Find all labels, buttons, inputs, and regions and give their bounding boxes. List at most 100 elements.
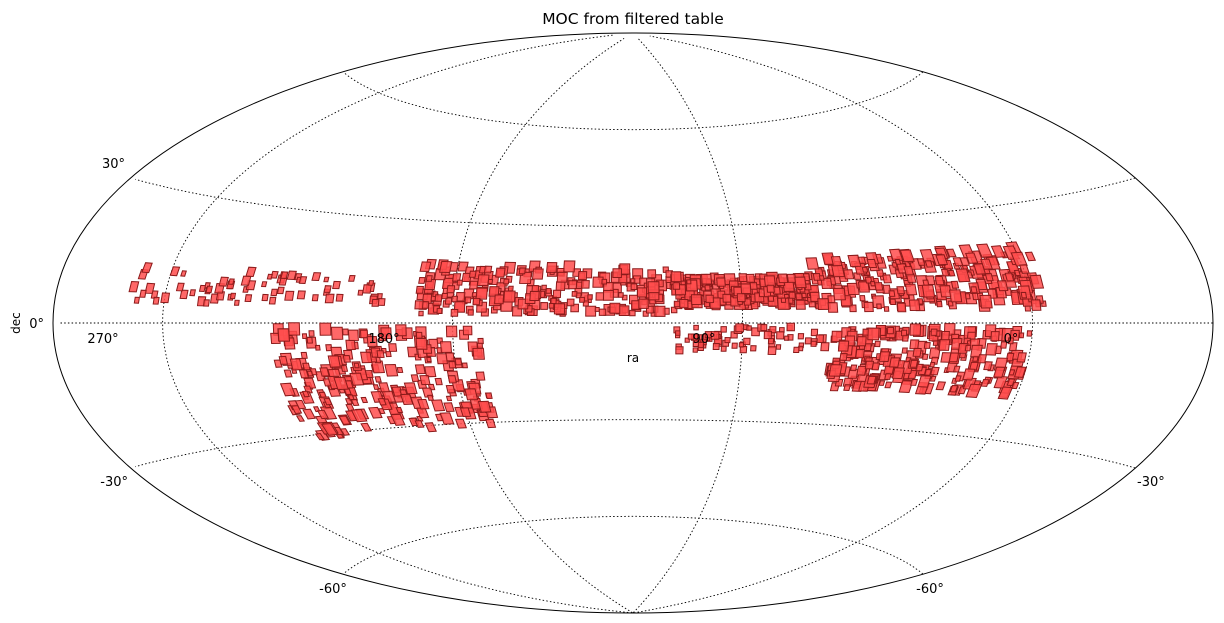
moc-cell [348,274,356,282]
moc-cell [767,295,775,302]
moc-cell [290,405,303,415]
moc-cell [767,338,775,345]
moc-cell [923,341,931,349]
moc-cell [980,378,990,387]
moc-cell [996,280,1009,292]
moc-cell [445,325,458,338]
moc-cell [400,393,414,406]
moc-cell [540,301,549,310]
graticule [59,34,1213,614]
moc-cell [342,328,349,336]
moc-cell [990,331,1000,342]
moc-cell [566,298,575,307]
moc-cell [548,303,555,309]
moc-cell [970,344,983,358]
moc-cell [374,376,382,383]
moc-cell [189,289,197,297]
moc-cell [441,292,449,300]
moc-cell [308,330,315,337]
moc-cell [954,375,962,382]
moc-cell [874,340,881,348]
moc-cell [767,346,777,356]
moc-cell [859,295,866,302]
moc-cell [418,276,426,284]
moc-cell [424,366,437,378]
moc-cell [424,422,437,433]
moc-cell [180,270,187,277]
moc-cell [330,326,344,340]
moc-cell [261,293,269,302]
moc-cell [883,306,890,312]
moc-cell [864,360,875,370]
moc-cell [939,285,952,298]
moc-cell [436,353,448,365]
x-tick-90: 90° [692,332,715,347]
moc-cell [451,295,459,303]
moc-cell [777,297,790,310]
moc-cell [476,342,484,349]
moc-cell [579,296,585,303]
moc-cell [950,280,960,289]
moc-cell [581,279,590,289]
moc-cell [815,334,825,344]
moc-cell [323,397,333,406]
moc-cell [353,362,360,369]
moc-cell [483,265,493,274]
meridian-line [633,35,1034,614]
moc-cell [940,352,952,363]
moc-cell [342,354,351,363]
moc-cell [332,280,341,290]
x-tick-270: 270° [87,332,118,347]
moc-cell [414,300,424,310]
moc-cell [320,422,339,436]
moc-cell [1004,272,1015,282]
moc-cell [388,343,398,352]
moc-cell [280,271,289,279]
moc-cell [202,299,210,307]
moc-cell [716,277,726,287]
moc-cell [414,419,425,428]
moc-cell [452,273,462,282]
moc-cell [1013,269,1021,277]
moc-cell [766,284,775,293]
moc-cell [780,297,787,303]
moc-cell [577,270,588,281]
moc-cell [946,248,957,258]
moc-cell [922,353,929,360]
moc-cell [368,406,383,419]
moc-cell [866,375,877,385]
moc-cell [884,381,893,389]
moc-cell [485,392,493,400]
moc-cell [964,344,972,352]
moc-cell [731,342,738,349]
moc-cell [415,338,428,350]
sky-boundary [52,32,1214,614]
y-tick-0: 0° [29,317,44,332]
moc-cell [325,344,333,352]
moc-cell [818,275,825,281]
moc-cell [940,268,950,277]
moc-cell [218,276,229,287]
moc-cell [467,309,474,316]
moc-cell [1000,341,1008,349]
moc-cell [366,335,378,348]
moc-cell [270,288,278,297]
moc-cell [952,365,961,373]
moc-cell [724,336,731,344]
moc-cell [485,418,497,429]
moc-cell [300,351,308,359]
moc-cell [793,346,800,353]
moc-cell [335,293,344,302]
moc-cell [820,342,830,352]
meridian-line [632,38,744,614]
moc-cell [198,284,207,293]
moc-cell [319,405,338,420]
moc-cell [760,324,768,332]
moc-cell [975,243,994,258]
moc-cell [947,269,956,277]
moc-cell [997,386,1014,400]
moc-cell [837,340,850,352]
moc-cell [298,276,308,285]
moc-cell [857,281,870,293]
moc-cell [830,255,843,267]
